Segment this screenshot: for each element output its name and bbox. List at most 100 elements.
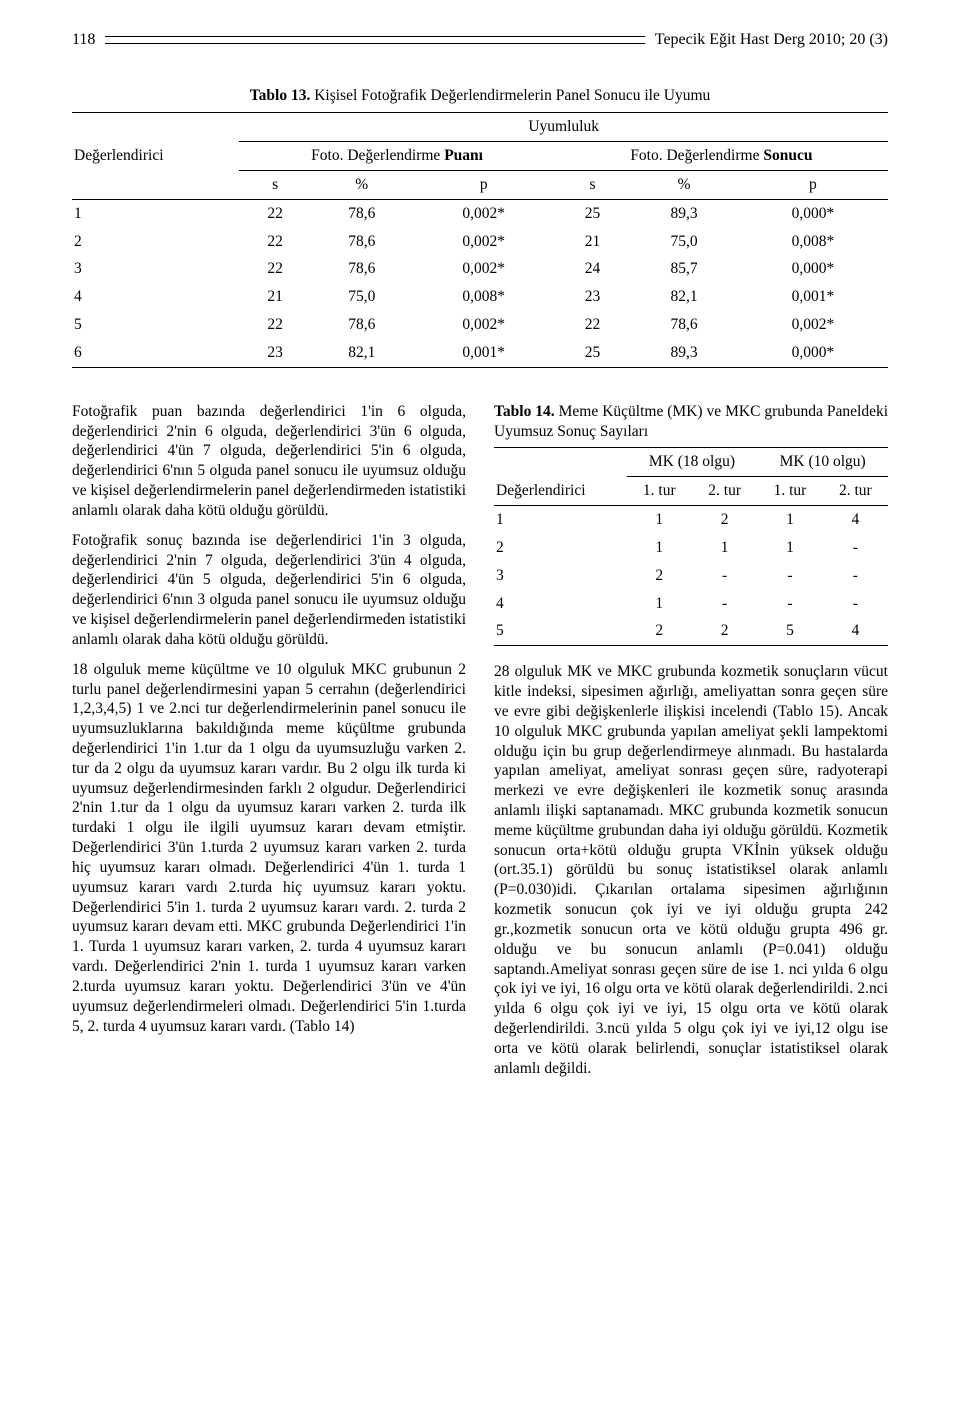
table-cell: 24 xyxy=(555,255,631,283)
table-row: 32278,60,002*2485,70,000* xyxy=(72,255,888,283)
table-cell: 2 xyxy=(627,562,692,590)
table-13-subhead: s xyxy=(555,170,631,199)
table-cell: 22 xyxy=(239,255,311,283)
table-cell: 75,0 xyxy=(630,228,738,256)
table-cell: 5 xyxy=(494,617,627,645)
table-13-subhead: s xyxy=(239,170,311,199)
table-13-caption-bold: Tablo 13. xyxy=(250,87,311,104)
table-cell: 78,6 xyxy=(311,200,413,228)
table-14-subhead: 2. tur xyxy=(692,477,757,506)
table-cell: 23 xyxy=(239,339,311,367)
table-cell: 23 xyxy=(555,283,631,311)
table-13-subhead: % xyxy=(311,170,413,199)
table-cell: 1 xyxy=(494,506,627,534)
table-cell: 78,6 xyxy=(311,255,413,283)
table-cell: 0,002* xyxy=(413,228,555,256)
table-cell: 4 xyxy=(823,617,888,645)
table-cell: - xyxy=(692,590,757,618)
table-cell: 5 xyxy=(72,311,239,339)
table-row: 41--- xyxy=(494,590,888,618)
table-cell: 4 xyxy=(823,506,888,534)
table-row: 2111- xyxy=(494,534,888,562)
table-cell: 0,000* xyxy=(738,255,888,283)
header-rule xyxy=(105,36,644,44)
table-cell: 82,1 xyxy=(630,283,738,311)
table-row: 42175,00,008*2382,10,001* xyxy=(72,283,888,311)
table-cell: - xyxy=(757,562,822,590)
table-cell: 0,000* xyxy=(738,339,888,367)
table-cell: 5 xyxy=(757,617,822,645)
table-cell: 22 xyxy=(239,200,311,228)
table-14-caption-bold: Tablo 14. xyxy=(494,403,555,420)
table-cell: 4 xyxy=(72,283,239,311)
table-cell: 0,000* xyxy=(738,200,888,228)
table-cell: 4 xyxy=(494,590,627,618)
table-cell: 89,3 xyxy=(630,339,738,367)
right-para-1: 28 olguluk MK ve MKC grubunda kozmetik s… xyxy=(494,662,888,1078)
table-cell: 21 xyxy=(555,228,631,256)
table-cell: 25 xyxy=(555,200,631,228)
table-cell: 6 xyxy=(72,339,239,367)
table-cell: 1 xyxy=(627,506,692,534)
table-cell: 1 xyxy=(757,534,822,562)
table-14-subhead: 1. tur xyxy=(757,477,822,506)
page-number: 118 xyxy=(72,30,95,50)
table-cell: 82,1 xyxy=(311,339,413,367)
table-row: 32--- xyxy=(494,562,888,590)
table-cell: 0,008* xyxy=(738,228,888,256)
table-cell: 0,002* xyxy=(738,311,888,339)
table-cell: 0,001* xyxy=(413,339,555,367)
table-cell: 1 xyxy=(72,200,239,228)
table-cell: - xyxy=(823,590,888,618)
table-row: 11214 xyxy=(494,506,888,534)
table-cell: 3 xyxy=(494,562,627,590)
table-row: 52254 xyxy=(494,617,888,645)
table-14-caption: Tablo 14. Meme Küçültme (MK) ve MKC grub… xyxy=(494,402,888,442)
table-cell: 78,6 xyxy=(311,311,413,339)
table-cell: 2 xyxy=(692,506,757,534)
table-cell: 75,0 xyxy=(311,283,413,311)
table-13-rowheader: Değerlendirici xyxy=(72,113,239,199)
table-cell: - xyxy=(757,590,822,618)
table-13-caption: Tablo 13. Kişisel Fotoğrafik Değerlendir… xyxy=(72,86,888,106)
left-column: Fotoğrafik puan bazında değerlendirici 1… xyxy=(72,402,466,1089)
table-13-group2: Foto. Değerlendirme Sonucu xyxy=(555,142,888,171)
table-cell: 1 xyxy=(692,534,757,562)
table-cell: 2 xyxy=(692,617,757,645)
table-14-rowheader: Değerlendirici xyxy=(494,477,627,506)
table-cell: 21 xyxy=(239,283,311,311)
table-13: Tablo 13. Kişisel Fotoğrafik Değerlendir… xyxy=(72,86,888,367)
table-cell: 2 xyxy=(72,228,239,256)
running-header: 118 Tepecik Eğit Hast Derg 2010; 20 (3) xyxy=(72,30,888,50)
table-13-caption-rest: Kişisel Fotoğrafik Değerlendirmelerin Pa… xyxy=(310,87,710,104)
table-cell: 0,008* xyxy=(413,283,555,311)
table-cell: 0,002* xyxy=(413,200,555,228)
right-column: Tablo 14. Meme Küçültme (MK) ve MKC grub… xyxy=(494,402,888,1089)
left-para-3: 18 olguluk meme küçültme ve 10 olguluk M… xyxy=(72,660,466,1037)
table-cell: 89,3 xyxy=(630,200,738,228)
table-cell: 22 xyxy=(239,228,311,256)
table-13-subhead: % xyxy=(630,170,738,199)
table-row: 52278,60,002*2278,60,002* xyxy=(72,311,888,339)
table-row: 22278,60,002*2175,00,008* xyxy=(72,228,888,256)
table-13-subhead: p xyxy=(413,170,555,199)
table-cell: 1 xyxy=(757,506,822,534)
table-cell: 22 xyxy=(555,311,631,339)
table-14: MK (18 olgu) MK (10 olgu) Değerlendirici… xyxy=(494,447,888,646)
table-cell: 25 xyxy=(555,339,631,367)
table-cell: 2 xyxy=(627,617,692,645)
table-14-subhead: 1. tur xyxy=(627,477,692,506)
table-cell: 0,002* xyxy=(413,311,555,339)
table-13-subhead: p xyxy=(738,170,888,199)
journal-title: Tepecik Eğit Hast Derg 2010; 20 (3) xyxy=(655,30,888,50)
table-cell: - xyxy=(823,534,888,562)
table-cell: 0,001* xyxy=(738,283,888,311)
left-para-1: Fotoğrafik puan bazında değerlendirici 1… xyxy=(72,402,466,521)
table-cell: 78,6 xyxy=(311,228,413,256)
table-13-group1: Foto. Değerlendirme Puanı xyxy=(239,142,554,171)
table-14-group2: MK (10 olgu) xyxy=(757,448,888,476)
table-cell: 85,7 xyxy=(630,255,738,283)
table-13-superheader: Uyumluluk xyxy=(239,113,888,141)
table-14-subhead: 2. tur xyxy=(823,477,888,506)
table-cell: 1 xyxy=(627,534,692,562)
